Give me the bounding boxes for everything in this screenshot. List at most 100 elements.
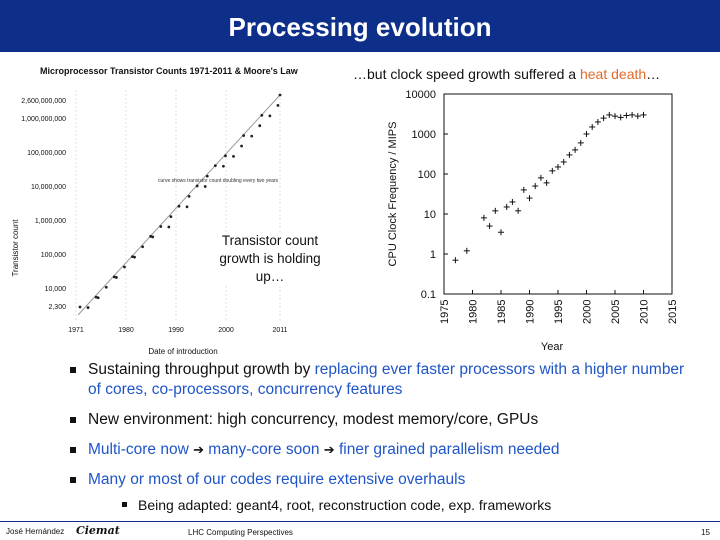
transistor-point [221,164,225,168]
clock-data-point [617,114,624,121]
transistor-chart-title: Microprocessor Transistor Counts 1971-20… [40,66,299,76]
clock-frequency-chart: 10000 1000 100 10 1 0.1 1975 1980 1985 1990 1995 2… [387,89,679,353]
transistor-point [205,174,209,178]
transistor-point [86,306,90,309]
caption-highlight: heat death [579,66,647,82]
clock-x-tick: 2015 [667,300,679,324]
title-bar: Processing evolution [0,0,720,52]
clock-x-tick: 1990 [525,300,537,324]
transistor-point [240,144,243,148]
clock-y-tick: 1 [430,249,436,261]
transistor-point [268,114,272,118]
transistor-x-tick: 1980 [118,327,134,334]
bullet-item: Many or most of our codes require extens… [68,470,688,490]
transistor-point [185,205,189,209]
transistor-point [114,276,118,279]
transistor-point [260,113,264,117]
clock-data-point [555,163,561,170]
plot-frame [443,93,673,295]
transistor-point [242,134,246,137]
clock-data-point [577,139,584,146]
clock-data-point [537,174,544,181]
clock-data-point [549,167,556,174]
bullet-list: Sustaining throughput growth by replacin… [68,360,688,500]
clock-x-tick: 2010 [639,300,651,324]
bullet-item: Multi-core now ➔ many-core soon ➔ finer … [68,440,688,460]
transistor-point [276,104,280,107]
bullet-text: finer grained parallelism needed [334,441,560,458]
clock-data-point [492,207,499,214]
bullet-marker [70,417,76,423]
clock-data-point [572,146,579,153]
clock-y-tick: 1000 [412,129,436,141]
clock-y-tick: 0.1 [421,289,436,301]
clock-x-tick: 1985 [496,300,508,324]
arrow-icon: ➔ [323,442,335,457]
arrow-icon: ➔ [193,442,204,457]
clock-data-point [532,183,539,190]
transistor-y-tick: 100,000,000 [27,150,66,157]
bullet-item: New environment: high concurrency, modes… [68,410,688,430]
transistor-y-tick: 2,600,000,000 [21,98,66,105]
clock-data-point [463,247,470,254]
footer-author: José Hernández [6,527,65,536]
clock-data-point [634,113,641,120]
transistor-point [250,134,254,138]
clock-data-point [498,229,504,236]
transistor-point [78,305,82,309]
transistor-point [169,215,173,219]
transistor-x-tick: 1990 [168,327,184,334]
bullet-text: replacing ever faster processors with a … [88,361,685,398]
clock-ylabel: CPU Clock Frequency / MIPS [387,122,399,267]
transistor-y-tick: 2,300 [48,304,66,311]
transistor-growth-note: Transistor count growth is holding up… [207,232,333,286]
transistor-y-tick: 100,000 [41,252,66,259]
bullet-marker [70,447,76,453]
clock-data-point [606,111,613,118]
transistor-point [203,185,207,188]
clock-x-tick: 1975 [439,300,451,324]
transistor-ylabel: Transistor count [11,219,20,277]
transistor-point [278,93,282,97]
clock-data-point [640,111,647,118]
clock-data-point [480,214,487,221]
bullet-text: Many or most of our codes require extens… [88,471,466,488]
clock-x-tick: 1995 [553,300,565,324]
transistor-point [213,164,217,168]
heat-death-caption: …but clock speed growth suffered a heat … [353,66,693,82]
transistor-point [195,184,199,188]
transistor-x-tick: 1971 [68,327,84,334]
transistor-point [258,124,262,128]
clock-data-point [520,186,527,193]
footer-divider [0,521,720,522]
clock-xlabel: Year [541,341,564,353]
bullet-item: Sustaining throughput growth by replacin… [68,360,688,400]
transistor-y-tick: 1,000,000 [35,218,66,225]
bullet-marker [70,367,76,373]
clock-data-point [526,195,533,202]
bullet-text: Sustaining throughput growth by [88,361,315,378]
clock-data-point [589,123,596,130]
transistor-point [141,245,145,249]
clock-data-point [509,198,516,205]
clock-data-point [486,223,493,230]
transistor-y-tick: 1,000,000,000 [21,116,66,123]
clock-data-point [560,158,567,165]
caption-prefix: …but clock speed growth suffered a [353,66,580,82]
transistor-point [133,255,136,259]
transistor-x-tick: 2011 [272,327,287,334]
transistor-point [232,154,235,158]
clock-y-tick: 100 [418,169,436,181]
clock-data-point [629,111,636,118]
transistor-point [167,225,171,229]
clock-data-point [503,203,510,210]
transistor-point [151,235,155,239]
clock-data-point [594,118,601,125]
transistor-point [104,285,108,289]
sub-bullet-marker [122,502,127,507]
ciemat-logo: Ciemat [76,524,120,537]
slide-title: Processing evolution [228,12,492,42]
transistor-point [159,225,163,228]
transistor-point [224,154,227,158]
clock-data-point [543,179,550,186]
